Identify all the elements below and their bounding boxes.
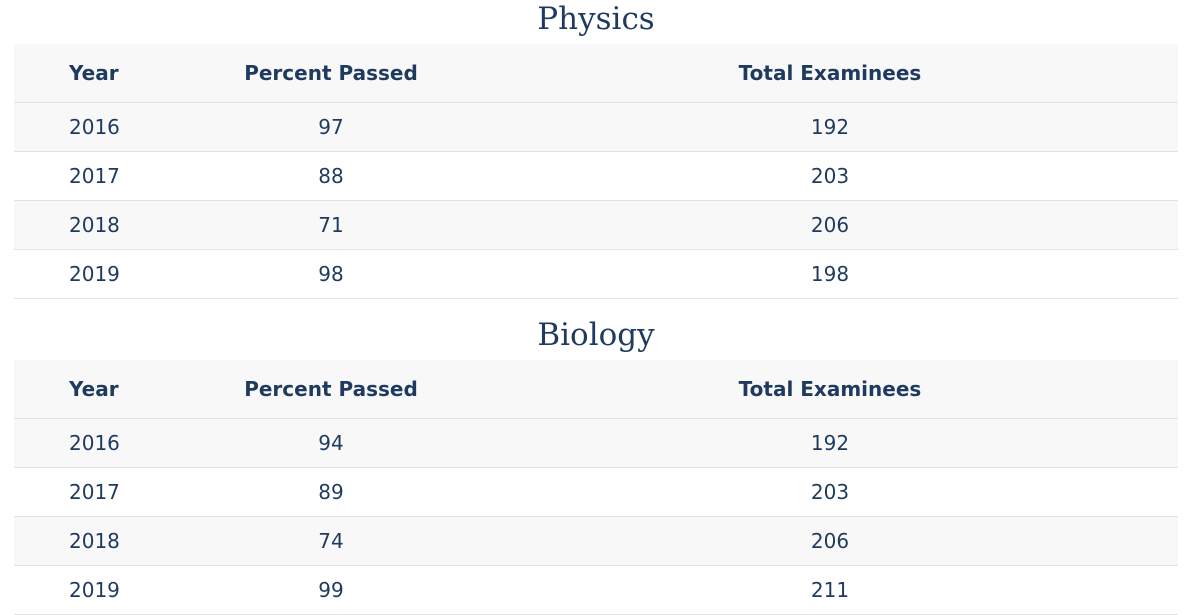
table-cell: 203 bbox=[482, 467, 1178, 517]
table-cell: 2017 bbox=[14, 151, 180, 201]
table-section: Biology Year Percent Passed Total Examinees… bbox=[14, 316, 1178, 615]
data-table: Year Percent Passed Total Examinees 2016 94 1… bbox=[14, 360, 1178, 615]
table-cell: 89 bbox=[180, 467, 482, 517]
table-row: 2018 71 206 bbox=[14, 200, 1178, 250]
table-cell: 94 bbox=[180, 418, 482, 468]
table-row: 2019 99 211 bbox=[14, 565, 1178, 615]
table-cell: 2018 bbox=[14, 516, 180, 566]
table-cell: 2016 bbox=[14, 102, 180, 152]
table-cell: 192 bbox=[482, 418, 1178, 468]
table-cell: 206 bbox=[482, 516, 1178, 566]
column-header: Total Examinees bbox=[482, 44, 1178, 103]
table-cell: 2019 bbox=[14, 249, 180, 299]
header-row: Year Percent Passed Total Examinees bbox=[14, 44, 1178, 103]
table-cell: 99 bbox=[180, 565, 482, 615]
table-cell: 206 bbox=[482, 200, 1178, 250]
table-cell: 98 bbox=[180, 249, 482, 299]
table-row: 2017 89 203 bbox=[14, 467, 1178, 517]
column-header: Total Examinees bbox=[482, 360, 1178, 419]
table-title: Biology bbox=[537, 317, 655, 353]
column-header: Year bbox=[14, 44, 180, 103]
table-cell: 198 bbox=[482, 249, 1178, 299]
table-row: 2019 98 198 bbox=[14, 249, 1178, 299]
table-cell: 2017 bbox=[14, 467, 180, 517]
table-cell: 2016 bbox=[14, 418, 180, 468]
table-row: 2016 97 192 bbox=[14, 102, 1178, 152]
table-title: Physics bbox=[537, 1, 655, 37]
table-cell: 203 bbox=[482, 151, 1178, 201]
table-cell: 2018 bbox=[14, 200, 180, 250]
header-row: Year Percent Passed Total Examinees bbox=[14, 360, 1178, 419]
table-row: 2017 88 203 bbox=[14, 151, 1178, 201]
table-cell: 88 bbox=[180, 151, 482, 201]
table-cell: 192 bbox=[482, 102, 1178, 152]
table-cell: 211 bbox=[482, 565, 1178, 615]
table-cell: 2019 bbox=[14, 565, 180, 615]
table-section: Physics Year Percent Passed Total Examinees… bbox=[14, 0, 1178, 299]
data-table: Year Percent Passed Total Examinees 2016 97 1… bbox=[14, 44, 1178, 299]
column-header: Percent Passed bbox=[180, 44, 482, 103]
table-cell: 71 bbox=[180, 200, 482, 250]
column-header: Percent Passed bbox=[180, 360, 482, 419]
table-row: 2016 94 192 bbox=[14, 418, 1178, 468]
table-row: 2018 74 206 bbox=[14, 516, 1178, 566]
table-cell: 74 bbox=[180, 516, 482, 566]
table-cell: 97 bbox=[180, 102, 482, 152]
column-header: Year bbox=[14, 360, 180, 419]
